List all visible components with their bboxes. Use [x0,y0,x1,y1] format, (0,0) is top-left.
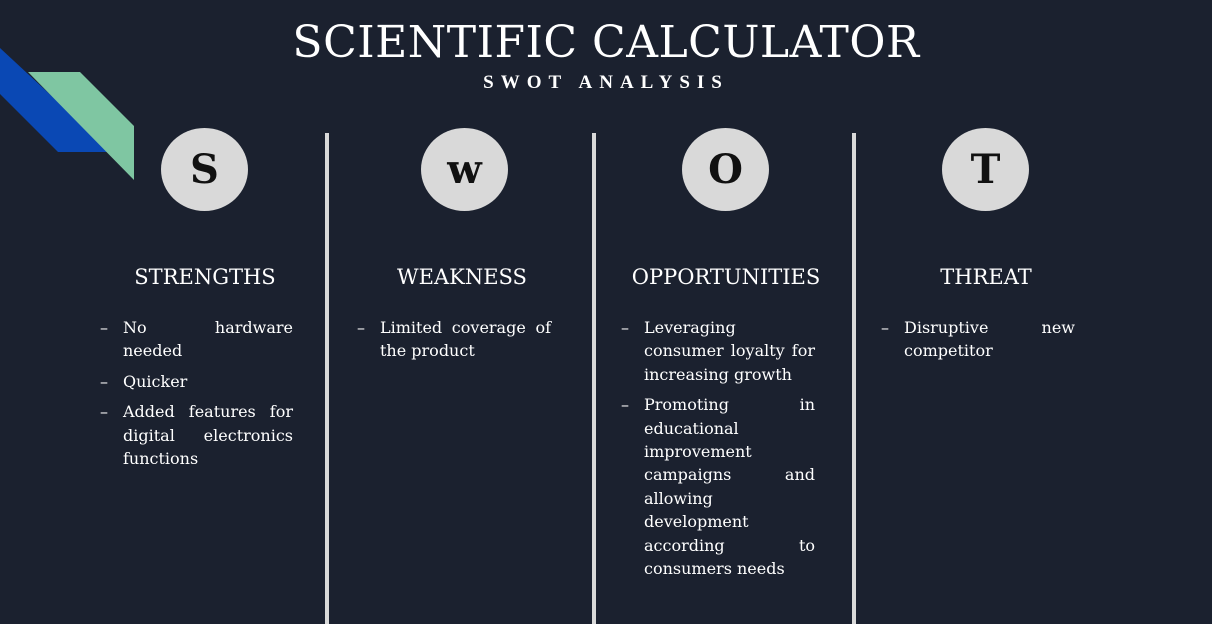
letter-circle-s: S [161,128,248,211]
letter-circle-t: T [942,128,1029,211]
points-list-opportunities: Leveraging consumer loyalty for increasi… [621,316,815,587]
points-list-threat: Disruptive new competitor [881,316,1075,370]
list-item: Promoting in educational improvement cam… [621,393,815,580]
list-item: Added features for digital electronics f… [100,400,293,470]
heading-weakness: WEAKNESS [397,265,527,289]
letter-circle-o: O [682,128,769,211]
list-item: Limited coverage of the product [357,316,551,363]
decorative-diagonal-stripes [0,48,134,180]
heading-strengths: STRENGTHS [134,265,276,289]
list-item: Disruptive new competitor [881,316,1075,363]
points-list-weakness: Limited coverage of the product [357,316,551,370]
column-divider [852,133,856,624]
letter-circle-w: w [421,128,508,211]
column-divider [325,133,329,624]
column-divider [592,133,596,624]
points-list-strengths: No hardware needed Quicker Added feature… [100,316,293,477]
green-stripe [28,72,134,180]
slide-title: SCIENTIFIC CALCULATOR [292,17,920,68]
slide-subtitle: SWOT ANALYSIS [483,72,729,93]
list-item: Quicker [100,370,293,394]
heading-threat: THREAT [940,265,1032,289]
list-item: No hardware needed [100,316,293,363]
heading-opportunities: OPPORTUNITIES [631,265,821,289]
list-item: Leveraging consumer loyalty for increasi… [621,316,815,386]
